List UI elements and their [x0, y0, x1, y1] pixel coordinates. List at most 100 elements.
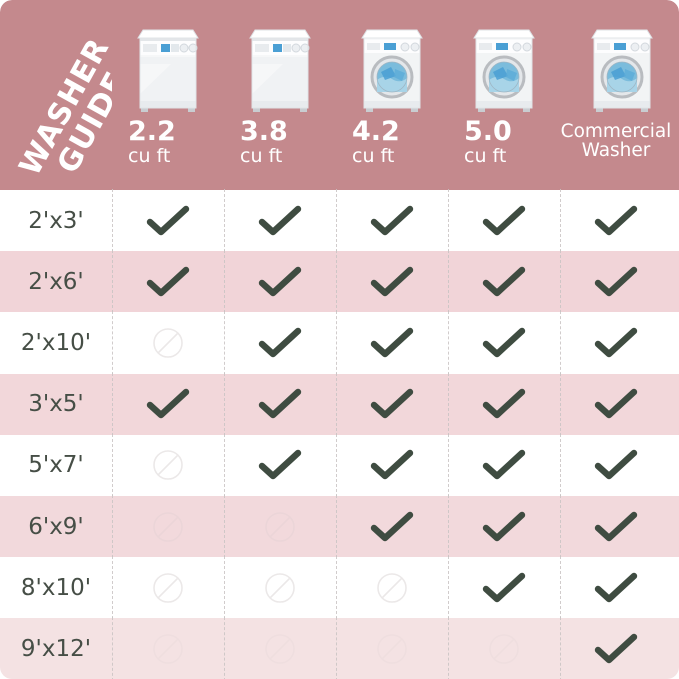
check-icon — [593, 326, 639, 360]
column-size-1: 2.2 — [128, 116, 176, 147]
cell-unsupported — [112, 311, 224, 375]
column-header-5: Commercial Washer — [560, 0, 672, 190]
chart-title-cell: WASHER GUIDE — [0, 0, 112, 190]
cell-supported — [448, 250, 560, 314]
cell-supported — [560, 250, 672, 314]
column-header-1: 2.2 cu ft — [112, 0, 224, 190]
not-allowed-icon — [151, 632, 185, 666]
check-icon — [481, 265, 527, 299]
check-icon — [481, 204, 527, 238]
not-allowed-icon — [375, 632, 409, 666]
cell-supported — [336, 433, 448, 498]
check-icon — [369, 448, 415, 482]
column-label-4: 5.0 cu ft — [448, 116, 560, 168]
row-label: 8'x10' — [20, 574, 92, 601]
table-row: 2'x6' — [0, 250, 679, 314]
check-icon — [369, 204, 415, 238]
check-icon — [257, 387, 303, 421]
check-icon — [257, 326, 303, 360]
table-row: 9'x12' — [0, 617, 679, 679]
cell-supported — [336, 372, 448, 436]
check-icon — [257, 265, 303, 299]
check-icon — [593, 204, 639, 238]
cell-supported — [224, 250, 336, 314]
check-icon — [481, 326, 527, 360]
check-icon — [481, 387, 527, 421]
cell-supported — [560, 433, 672, 498]
cell-supported — [336, 494, 448, 559]
not-allowed-icon — [151, 448, 185, 482]
table-row: 8'x10' — [0, 556, 679, 620]
top-load-washer-icon — [131, 0, 205, 118]
page-title: WASHER GUIDE — [0, 0, 112, 190]
front-load-washer-icon — [579, 0, 653, 118]
cell-supported — [224, 188, 336, 253]
check-icon — [593, 510, 639, 544]
cell-supported — [560, 556, 672, 620]
column-label-3: 4.2 cu ft — [336, 116, 448, 168]
column-unit-1: cu ft — [128, 145, 171, 168]
front-load-washer-icon — [467, 0, 541, 118]
column-size-4: 5.0 — [464, 116, 512, 147]
check-icon — [369, 387, 415, 421]
cell-supported — [560, 188, 672, 253]
cell-supported — [224, 433, 336, 498]
check-icon — [257, 204, 303, 238]
cell-supported — [448, 188, 560, 253]
cell-supported — [336, 311, 448, 375]
not-allowed-icon — [375, 571, 409, 605]
cell-supported — [112, 372, 224, 436]
check-icon — [593, 448, 639, 482]
cell-supported — [448, 311, 560, 375]
cell-supported — [112, 250, 224, 314]
cell-supported — [336, 250, 448, 314]
check-icon — [257, 448, 303, 482]
check-icon — [145, 204, 191, 238]
not-allowed-icon — [263, 510, 297, 544]
check-icon — [369, 326, 415, 360]
row-label: 2'x3' — [28, 207, 84, 234]
table-row: 6'x9' — [0, 494, 679, 559]
check-icon — [481, 448, 527, 482]
cell-unsupported — [112, 617, 224, 679]
cell-supported — [448, 494, 560, 559]
cell-supported — [448, 372, 560, 436]
row-label: 2'x10' — [20, 329, 92, 356]
check-icon — [593, 571, 639, 605]
table-row: 2'x10' — [0, 311, 679, 375]
column-unit-2: cu ft — [240, 145, 283, 168]
check-icon — [369, 510, 415, 544]
cell-supported — [224, 372, 336, 436]
column-unit-3: cu ft — [352, 145, 395, 168]
check-icon — [481, 571, 527, 605]
table-row: 3'x5' — [0, 372, 679, 436]
chart-body: 2'x3' 2'x6' 2'x10' 3'x5' 5'x7' 6'x9' 8'x10' 9'x… — [0, 188, 679, 679]
cell-supported — [112, 188, 224, 253]
cell-unsupported — [336, 617, 448, 679]
cell-unsupported — [224, 494, 336, 559]
chart-header: WASHER GUIDE — [0, 0, 679, 190]
check-icon — [593, 387, 639, 421]
cell-unsupported — [448, 617, 560, 679]
table-row: 5'x7' — [0, 433, 679, 498]
row-label: 2'x6' — [28, 268, 84, 295]
column-label-1: 2.2 cu ft — [112, 116, 224, 168]
check-icon — [481, 510, 527, 544]
column-header-4: 5.0 cu ft — [448, 0, 560, 190]
cell-unsupported — [112, 556, 224, 620]
column-unit-4: cu ft — [464, 145, 507, 168]
not-allowed-icon — [263, 632, 297, 666]
cell-supported — [448, 556, 560, 620]
check-icon — [145, 387, 191, 421]
not-allowed-icon — [487, 632, 521, 666]
column-size-3: 4.2 — [352, 116, 400, 147]
cell-unsupported — [224, 617, 336, 679]
check-icon — [369, 265, 415, 299]
column-header-3: 4.2 cu ft — [336, 0, 448, 190]
cell-unsupported — [224, 556, 336, 620]
row-label: 3'x5' — [28, 391, 84, 418]
column-label-5: Commercial Washer — [560, 118, 672, 161]
check-icon — [593, 632, 639, 666]
column-header-2: 3.8 cu ft — [224, 0, 336, 190]
